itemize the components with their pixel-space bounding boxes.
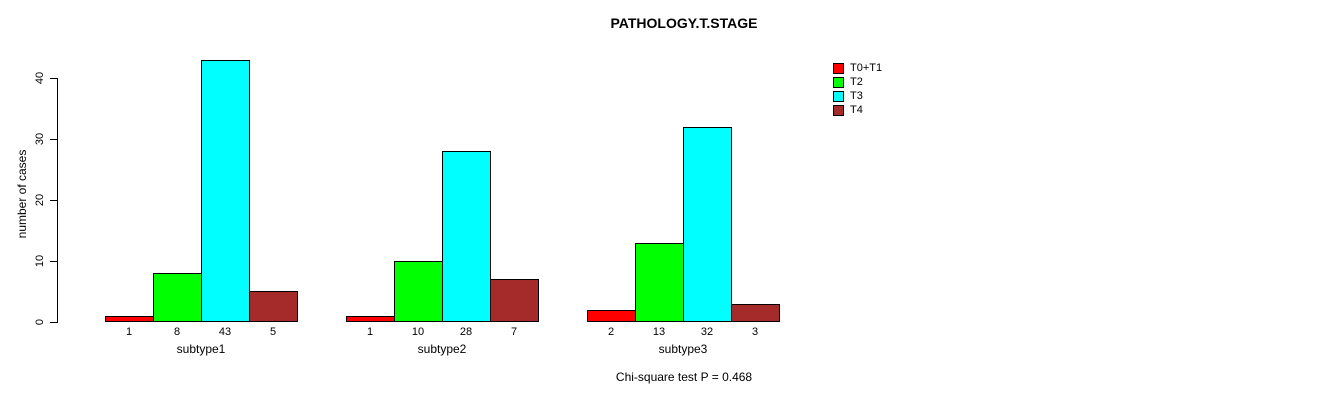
bar-subtype3-T3 [683,127,732,322]
legend-label: T0+T1 [850,62,883,74]
bar-value-label: 10 [411,326,425,338]
y-axis-line [57,78,58,323]
legend-swatch [833,104,844,116]
legend-item-T4: T4 [833,103,882,117]
legend-item-T2: T2 [833,75,882,89]
x-category-label-subtype1: subtype1 [176,342,226,356]
bar-value-label: 5 [269,326,277,338]
bar-value-label: 2 [607,326,615,338]
y-axis-tick [50,200,57,201]
legend-swatch [833,76,844,88]
y-axis-tick-label: 40 [34,71,46,85]
bar-value-label: 3 [751,326,759,338]
x-category-label-subtype3: subtype3 [658,342,708,356]
bar-value-label: 7 [510,326,518,338]
bar-value-label: 43 [218,326,232,338]
bar-subtype1-T2 [153,273,202,322]
y-axis-tick-label: 10 [34,254,46,268]
legend-swatch [833,90,844,102]
bar-value-label: 1 [366,326,374,338]
bar-subtype2-T4 [490,279,539,322]
bar-subtype1-T3 [201,60,250,322]
bar-subtype1-T4 [249,291,298,322]
legend-label: T4 [850,104,863,116]
bar-value-label: 32 [700,326,714,338]
legend-label: T2 [850,76,863,88]
chi-square-annotation: Chi-square test P = 0.468 [615,370,753,384]
y-axis-tick [50,78,57,79]
bar-subtype3-T2 [635,243,684,322]
bar-subtype1-T0+T1 [105,316,154,322]
legend: T0+T1 T2 T3 T4 [833,61,882,117]
y-axis-tick [50,139,57,140]
bar-value-label: 28 [459,326,473,338]
y-axis-tick-label: 30 [34,132,46,146]
y-axis-tick [50,322,57,323]
y-axis-tick-label: 0 [34,318,46,326]
legend-item-T0+T1: T0+T1 [833,61,882,75]
y-axis-tick [50,261,57,262]
y-axis-tick-label: 20 [34,193,46,207]
bar-subtype3-T4 [731,304,780,322]
bar-value-label: 13 [652,326,666,338]
bar-subtype3-T0+T1 [587,310,636,322]
legend-label: T3 [850,90,863,102]
bar-value-label: 1 [125,326,133,338]
legend-item-T3: T3 [833,89,882,103]
bar-subtype2-T3 [442,151,491,322]
legend-swatch [833,62,844,74]
x-category-label-subtype2: subtype2 [417,342,467,356]
bar-value-label: 8 [173,326,181,338]
bar-subtype2-T2 [394,261,443,322]
chart-title: PATHOLOGY.T.STAGE [610,15,758,31]
bar-subtype2-T0+T1 [346,316,395,322]
y-axis-title: number of cases [15,149,29,239]
